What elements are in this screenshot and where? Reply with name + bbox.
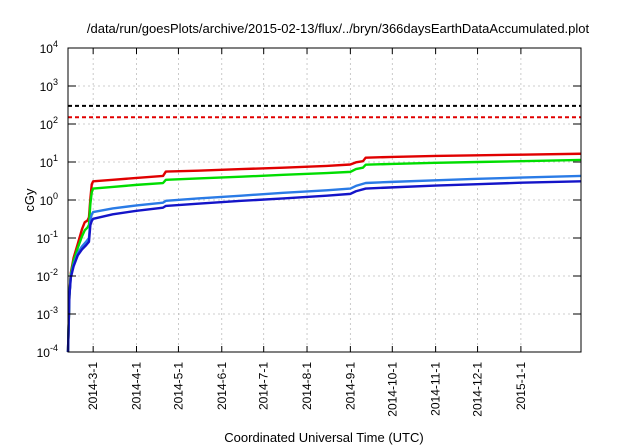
- x-tick-label: 2014-12-1: [471, 362, 485, 417]
- y-tick-label: 104: [40, 39, 58, 56]
- y-tick-label: 100: [40, 191, 58, 208]
- y-tick-label: 102: [40, 115, 58, 132]
- chart-title: /data/run/goesPlots/archive/2015-02-13/f…: [87, 21, 590, 36]
- y-tick-label: 10-1: [37, 229, 58, 246]
- y-tick-label: 101: [40, 153, 58, 170]
- x-tick-label: 2014-4-1: [129, 362, 143, 410]
- series-line-3: [66, 180, 582, 353]
- series-lines: [66, 152, 582, 353]
- series-line-1: [66, 158, 582, 353]
- series-line-0: [66, 152, 582, 353]
- x-tick-label: 2014-3-1: [86, 362, 100, 410]
- threshold-lines: [68, 104, 581, 119]
- x-tick-label: 2014-8-1: [300, 362, 314, 410]
- grid: [68, 48, 581, 352]
- y-tick-label: 10-3: [37, 305, 58, 322]
- x-tick-label: 2014-5-1: [171, 362, 185, 410]
- y-tick-label: 103: [40, 77, 58, 94]
- y-tick-label: 10-4: [37, 343, 58, 360]
- x-tick-label: 2014-9-1: [343, 362, 357, 410]
- x-axis: 2014-3-1 2014-4-1 2014-5-1 2014-6-1 2014-7-1…: [86, 48, 528, 417]
- x-tick-label: 2014-7-1: [257, 362, 271, 410]
- x-axis-label: Coordinated Universal Time (UTC): [224, 430, 423, 445]
- y-axis-label: cGy: [22, 188, 37, 212]
- y-tick-label: 10-2: [37, 267, 58, 284]
- x-tick-label: 2015-1-1: [514, 362, 528, 410]
- x-tick-label: 2014-11-1: [429, 362, 443, 416]
- x-tick-label: 2014-10-1: [385, 362, 399, 417]
- y-axis: 10-4 10-3 10-2 10-1 100 101 102 103 104: [37, 39, 581, 360]
- x-tick-label: 2014-6-1: [215, 362, 229, 410]
- series-line-2: [66, 174, 582, 353]
